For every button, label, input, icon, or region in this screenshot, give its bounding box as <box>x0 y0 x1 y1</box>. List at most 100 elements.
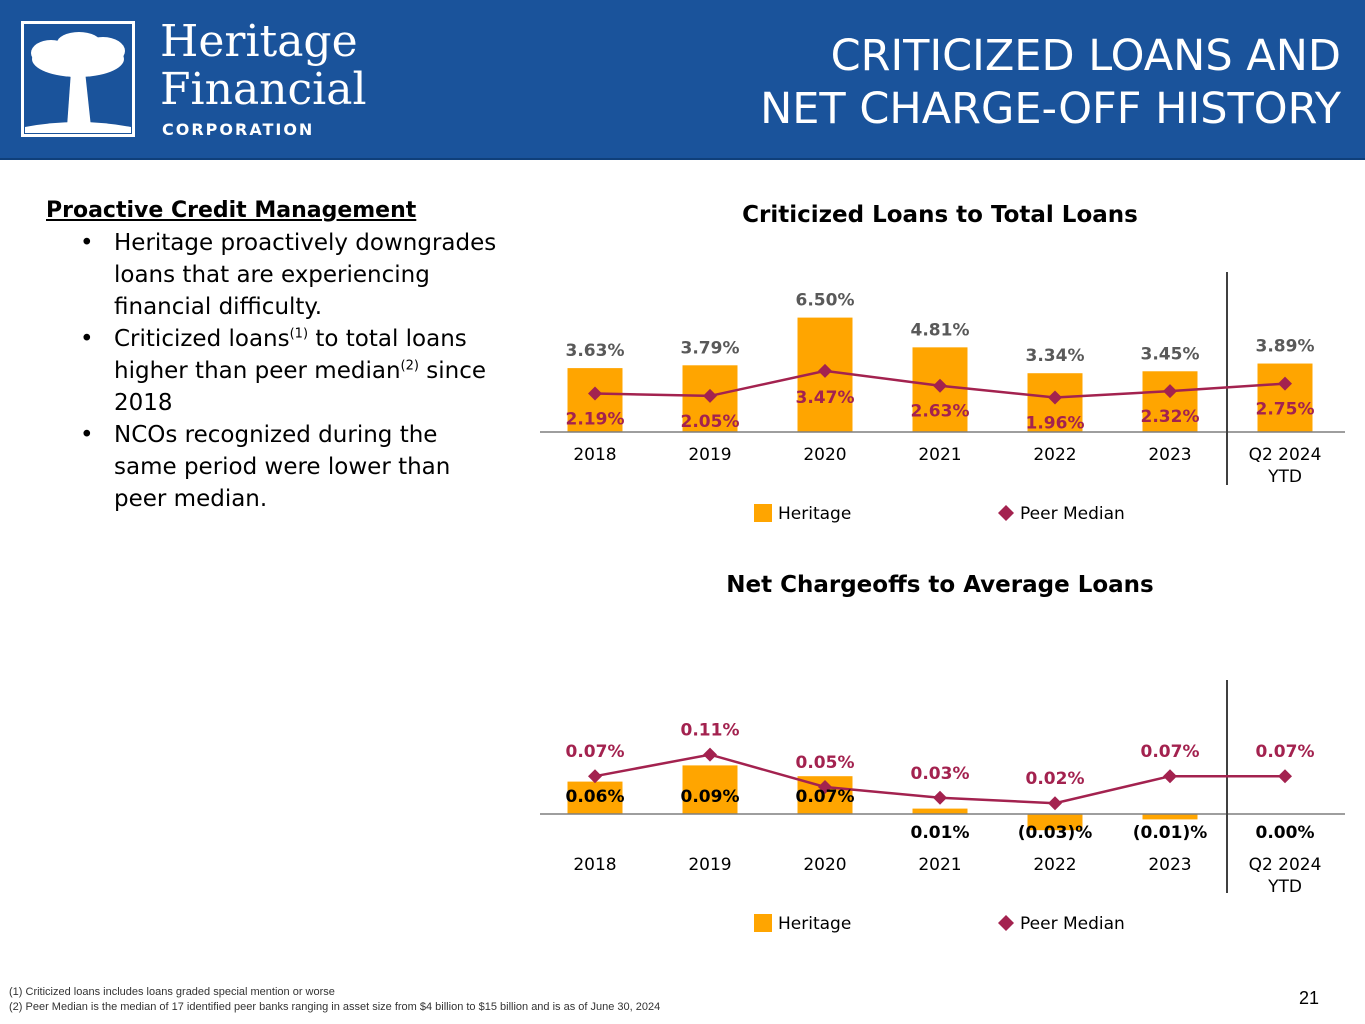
x-tick-label: 2020 <box>803 445 846 465</box>
peer-median-data-label: 0.07% <box>1256 742 1315 762</box>
heritage-data-label: 3.34% <box>1026 346 1085 366</box>
heritage-data-label: 4.81% <box>911 320 970 340</box>
peer-median-marker <box>703 388 717 403</box>
peer-median-marker <box>933 378 947 393</box>
peer-median-marker <box>818 780 832 794</box>
commentary-panel: Proactive Credit Management • Heritage pr… <box>46 198 506 515</box>
bullet-item: • Heritage proactively downgrades loans t… <box>46 227 506 323</box>
heritage-data-label: 0.01% <box>911 823 970 843</box>
peer-median-data-label: 3.47% <box>796 388 855 408</box>
peer-median-marker <box>1163 384 1177 399</box>
peer-median-marker <box>1048 390 1062 405</box>
chart-title: Criticized Loans to Total Loans <box>742 202 1138 228</box>
x-tick-label: 2021 <box>918 855 961 875</box>
peer-median-marker <box>588 769 602 784</box>
peer-median-data-label: 0.05% <box>796 753 855 773</box>
page-number: 21 <box>1298 988 1319 1008</box>
x-tick-label: 2022 <box>1033 445 1076 465</box>
net-chargeoffs-chart: Net Chargeoffs to Average Loans 0.06% 0.09… <box>540 572 1345 934</box>
bar-heritage <box>682 765 738 814</box>
bar-heritage <box>912 808 968 814</box>
footnote-2: (2) Peer Median is the median of 17 iden… <box>9 1001 661 1013</box>
heritage-data-label: 6.50% <box>796 291 855 311</box>
bullet-text: Heritage proactively downgrades loans th… <box>114 230 497 320</box>
bar-heritage <box>1142 371 1198 432</box>
heritage-data-label: 3.89% <box>1256 337 1315 357</box>
peer-median-marker <box>1163 769 1177 784</box>
page-title-line1: CRITICIZED LOANS AND <box>830 31 1341 81</box>
bullet-dot-icon: • <box>80 326 94 352</box>
peer-median-data-label: 2.19% <box>566 409 625 429</box>
x-tick-label: Q2 2024 YTD <box>1249 855 1322 897</box>
legend-swatch-heritage <box>754 504 772 522</box>
bar-heritage <box>1027 814 1083 831</box>
legend-label-heritage: Heritage <box>778 914 851 934</box>
bullet-item: • Criticized loans(1) to total loans high… <box>46 323 506 419</box>
peer-median-marker <box>1278 376 1292 391</box>
legend-label-peer: Peer Median <box>1020 914 1125 934</box>
logo-name-line2: Financial <box>160 64 367 115</box>
x-tick-label: 2023 <box>1148 855 1191 875</box>
bar-heritage <box>1142 814 1198 820</box>
x-tick-label: 2018 <box>573 855 616 875</box>
heritage-data-label: 0.09% <box>681 787 740 807</box>
criticized-loans-chart: Criticized Loans to Total Loans 3.63% 3.79… <box>540 202 1345 524</box>
legend-swatch-heritage <box>754 914 772 932</box>
peer-median-marker <box>818 363 832 378</box>
peer-median-data-label: 0.02% <box>1026 769 1085 789</box>
footnote-ref: (2) <box>400 358 419 374</box>
bullet-item: • NCOs recognized during the same period … <box>46 419 506 515</box>
x-tick-label: 2021 <box>918 445 961 465</box>
logo-subtitle: CORPORATION <box>162 120 315 139</box>
x-tick-label: 2019 <box>688 855 731 875</box>
heritage-data-label: 0.06% <box>566 787 625 807</box>
peer-median-data-label: 0.07% <box>566 742 625 762</box>
x-tick-label: 2022 <box>1033 855 1076 875</box>
legend-marker-peer <box>998 915 1014 931</box>
footnote-ref: (1) <box>289 326 309 342</box>
peer-median-marker <box>1278 769 1292 784</box>
page-title: CRITICIZED LOANS AND NET CHARGE-OFF HIST… <box>760 30 1341 136</box>
x-tick-label: 2023 <box>1148 445 1191 465</box>
bullet-text: since 2018 <box>114 358 487 416</box>
bullet-text: to total loans higher than peer median <box>114 326 467 384</box>
bullet-text: Criticized loans <box>114 326 290 352</box>
x-tick-label: 2019 <box>688 445 731 465</box>
legend-label-heritage: Heritage <box>778 504 851 524</box>
x-tick-label: Q2 2024 YTD <box>1249 445 1322 487</box>
heritage-data-label: 0.07% <box>796 787 855 807</box>
x-tick-label: 2020 <box>803 855 846 875</box>
page-title-line2: NET CHARGE-OFF HISTORY <box>760 84 1341 134</box>
peer-median-marker <box>933 790 947 805</box>
peer-median-marker <box>1048 796 1062 811</box>
header-banner: Heritage Financial CORPORATION CRITICIZE… <box>0 0 1365 160</box>
heritage-data-label: (0.03)% <box>1018 823 1093 843</box>
bullet-dot-icon: • <box>80 422 94 448</box>
heritage-data-label: 0.00% <box>1256 823 1315 843</box>
peer-median-data-label: 2.75% <box>1256 400 1315 420</box>
commentary-heading: Proactive Credit Management <box>46 198 417 223</box>
bullet-dot-icon: • <box>80 230 94 256</box>
bar-heritage <box>567 781 623 814</box>
peer-median-data-label: 0.11% <box>681 721 740 741</box>
logo-wordmark: Heritage Financial <box>160 18 367 114</box>
tree-logo-icon <box>21 21 135 137</box>
bullet-text: NCOs recognized during the same period w… <box>114 422 451 512</box>
heritage-data-label: 3.63% <box>566 341 625 361</box>
peer-median-data-label: 2.05% <box>681 412 740 432</box>
legend-marker-peer <box>998 505 1014 521</box>
logo-name-line1: Heritage <box>160 16 358 67</box>
peer-median-marker <box>588 386 602 401</box>
heritage-data-label: 3.79% <box>681 338 740 358</box>
x-tick-label: 2018 <box>573 445 616 465</box>
peer-median-data-label: 2.32% <box>1141 407 1200 427</box>
chart-title: Net Chargeoffs to Average Loans <box>726 572 1154 598</box>
legend-label-peer: Peer Median <box>1020 504 1125 524</box>
peer-median-data-label: 2.63% <box>911 402 970 422</box>
commentary-bullets: • Heritage proactively downgrades loans t… <box>46 227 506 515</box>
peer-median-marker <box>703 747 717 762</box>
heritage-data-label: (0.01)% <box>1133 823 1208 843</box>
footnotes: (1) Criticized loans includes loans grad… <box>9 985 660 1015</box>
heritage-data-label: 3.45% <box>1141 344 1200 364</box>
peer-median-data-label: 1.96% <box>1026 414 1085 434</box>
